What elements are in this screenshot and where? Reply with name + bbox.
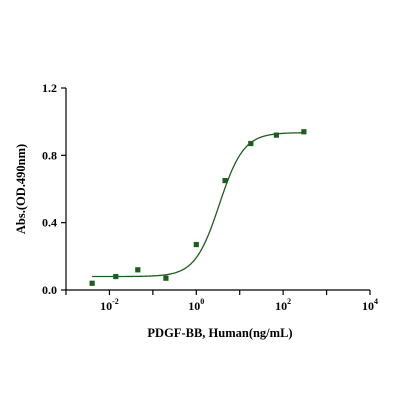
data-point [193,241,199,248]
data-point [301,129,307,135]
data-point [135,267,141,273]
data-point [113,273,119,280]
x-tick-label: 102 [275,297,291,313]
x-axis-title: PDGF-BB, Human(ng/mL) [147,326,292,340]
y-axis-ticks: 0.0 0.4 0.8 1.2 [42,81,66,297]
x-axis-ticks: 10-2 100 102 104 [65,290,378,313]
data-point [222,177,228,184]
y-tick-label: 1.2 [42,81,57,95]
data-point [163,275,169,281]
fit-curve [92,132,304,278]
x-tick-label: 100 [188,297,204,313]
plot-area: 0.0 0.4 0.8 1.2 10-2 100 102 104 [42,81,378,313]
data-point [273,132,280,138]
x-tick-label: 104 [362,297,378,313]
data-points [89,129,307,286]
x-tick-label: 10-2 [100,297,119,313]
data-point [248,140,254,147]
y-tick-label: 0.0 [42,283,57,297]
y-tick-label: 0.8 [42,148,57,162]
data-point [89,280,95,286]
y-axis-title: Abs.(OD.490nm) [14,144,28,234]
y-tick-label: 0.4 [42,216,57,230]
